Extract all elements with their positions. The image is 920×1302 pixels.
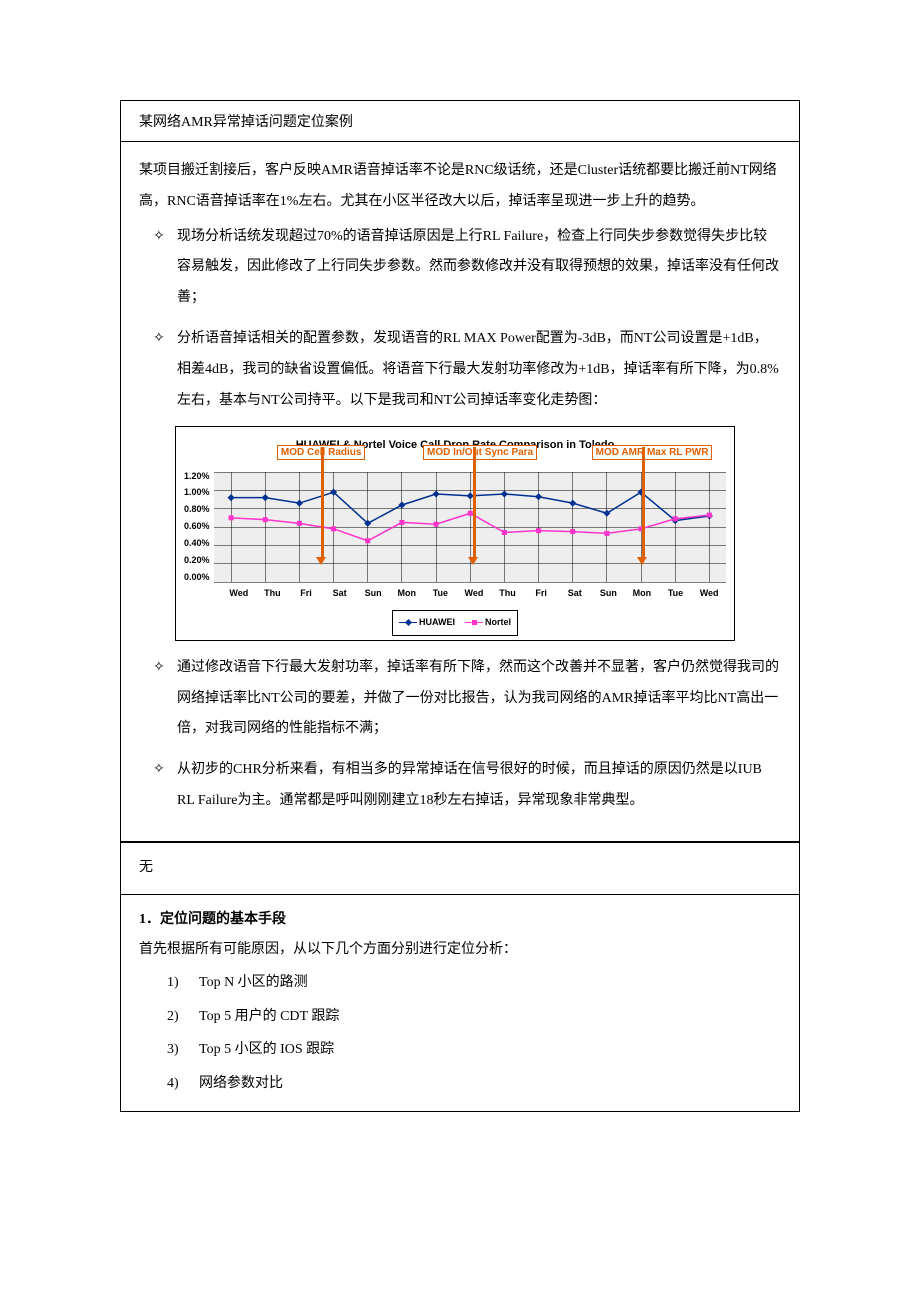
ordered-list: 1)Top N 小区的路测 2)Top 5 用户的 CDT 跟踪 3)Top 5… [139, 966, 781, 1100]
chart-box: HUAWEI & Nortel Voice Call Drop Rate Com… [175, 426, 735, 640]
legend-item-huawei: HUAWEI [399, 613, 455, 633]
list-item: 现场分析话统发现超过70%的语音掉话原因是上行RL Failure，检查上行同失… [139, 222, 781, 314]
list-item: 4)网络参数对比 [139, 1067, 781, 1101]
y-axis: 1.20% 1.00% 0.80% 0.60% 0.40% 0.20% 0.00… [184, 472, 214, 582]
bullet-list-before: 现场分析话统发现超过70%的语音掉话原因是上行RL Failure，检查上行同失… [139, 222, 781, 417]
case-title: 某网络AMR异常掉话问题定位案例 [139, 115, 353, 130]
none-row: 无 [121, 842, 799, 894]
chart-title: HUAWEI & Nortel Voice Call Drop Rate Com… [184, 433, 726, 457]
list-item: 2)Top 5 用户的 CDT 跟踪 [139, 1000, 781, 1034]
section-intro: 首先根据所有可能原因，从以下几个方面分别进行定位分析： [139, 935, 781, 966]
case-box: 某网络AMR异常掉话问题定位案例 某项目搬迁割接后，客户反映AMR语音掉话率不论… [120, 100, 800, 842]
list-item: 通过修改语音下行最大发射功率，掉话率有所下降，然而这个改善并不显著，客户仍然觉得… [139, 653, 781, 745]
plot-area [214, 460, 726, 582]
chart-legend: HUAWEI Nortel [392, 610, 518, 636]
document-page: 某网络AMR异常掉话问题定位案例 某项目搬迁割接后，客户反映AMR语音掉话率不论… [0, 0, 920, 1192]
x-axis: WedThuFriSatSunMonTueWedThuFriSatSunMonT… [222, 584, 726, 604]
intro-paragraph: 某项目搬迁割接后，客户反映AMR语音掉话率不论是RNC级话统，还是Cluster… [139, 156, 781, 218]
bullet-list-after: 通过修改语音下行最大发射功率，掉话率有所下降，然而这个改善并不显著，客户仍然觉得… [139, 653, 781, 817]
list-item: 分析语音掉话相关的配置参数，发现语音的RL MAX Power配置为-3dB，而… [139, 324, 781, 416]
methods-row: 1．定位问题的基本手段 首先根据所有可能原因，从以下几个方面分别进行定位分析： … [121, 894, 799, 1111]
section-heading: 1．定位问题的基本手段 [139, 905, 781, 936]
list-item: 1)Top N 小区的路测 [139, 966, 781, 1000]
list-item: 3)Top 5 小区的 IOS 跟踪 [139, 1033, 781, 1067]
plot-shell: 1.20% 1.00% 0.80% 0.60% 0.40% 0.20% 0.00… [184, 460, 726, 582]
chart-container: HUAWEI & Nortel Voice Call Drop Rate Com… [175, 426, 735, 640]
lower-box: 无 1．定位问题的基本手段 首先根据所有可能原因，从以下几个方面分别进行定位分析… [120, 842, 800, 1112]
case-content: 某项目搬迁割接后，客户反映AMR语音掉话率不论是RNC级话统，还是Cluster… [121, 141, 799, 841]
legend-item-nortel: Nortel [465, 613, 511, 633]
list-item: 从初步的CHR分析来看，有相当多的异常掉话在信号很好的时候，而且掉话的原因仍然是… [139, 755, 781, 817]
case-title-cell: 某网络AMR异常掉话问题定位案例 [121, 101, 799, 141]
